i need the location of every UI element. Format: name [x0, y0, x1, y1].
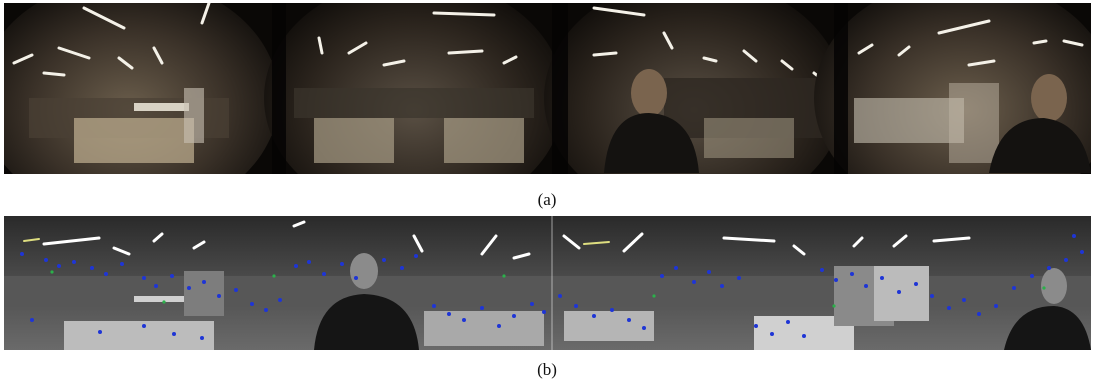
caption-panel-a: (a) [537, 190, 557, 209]
caption-panel-b: (b) [537, 360, 557, 379]
fisheye-image-3 [544, 3, 844, 174]
fisheye-image-2 [264, 3, 564, 174]
fisheye-images [4, 3, 1091, 174]
fisheye-image-4 [814, 3, 1091, 174]
panorama-feature-strip [4, 216, 1091, 350]
panorama-with-features [4, 216, 1091, 350]
fisheye-image-strip [4, 3, 1091, 174]
feature-points [20, 234, 1084, 340]
feature-points-green [50, 270, 1046, 308]
fisheye-image-1 [4, 3, 279, 174]
